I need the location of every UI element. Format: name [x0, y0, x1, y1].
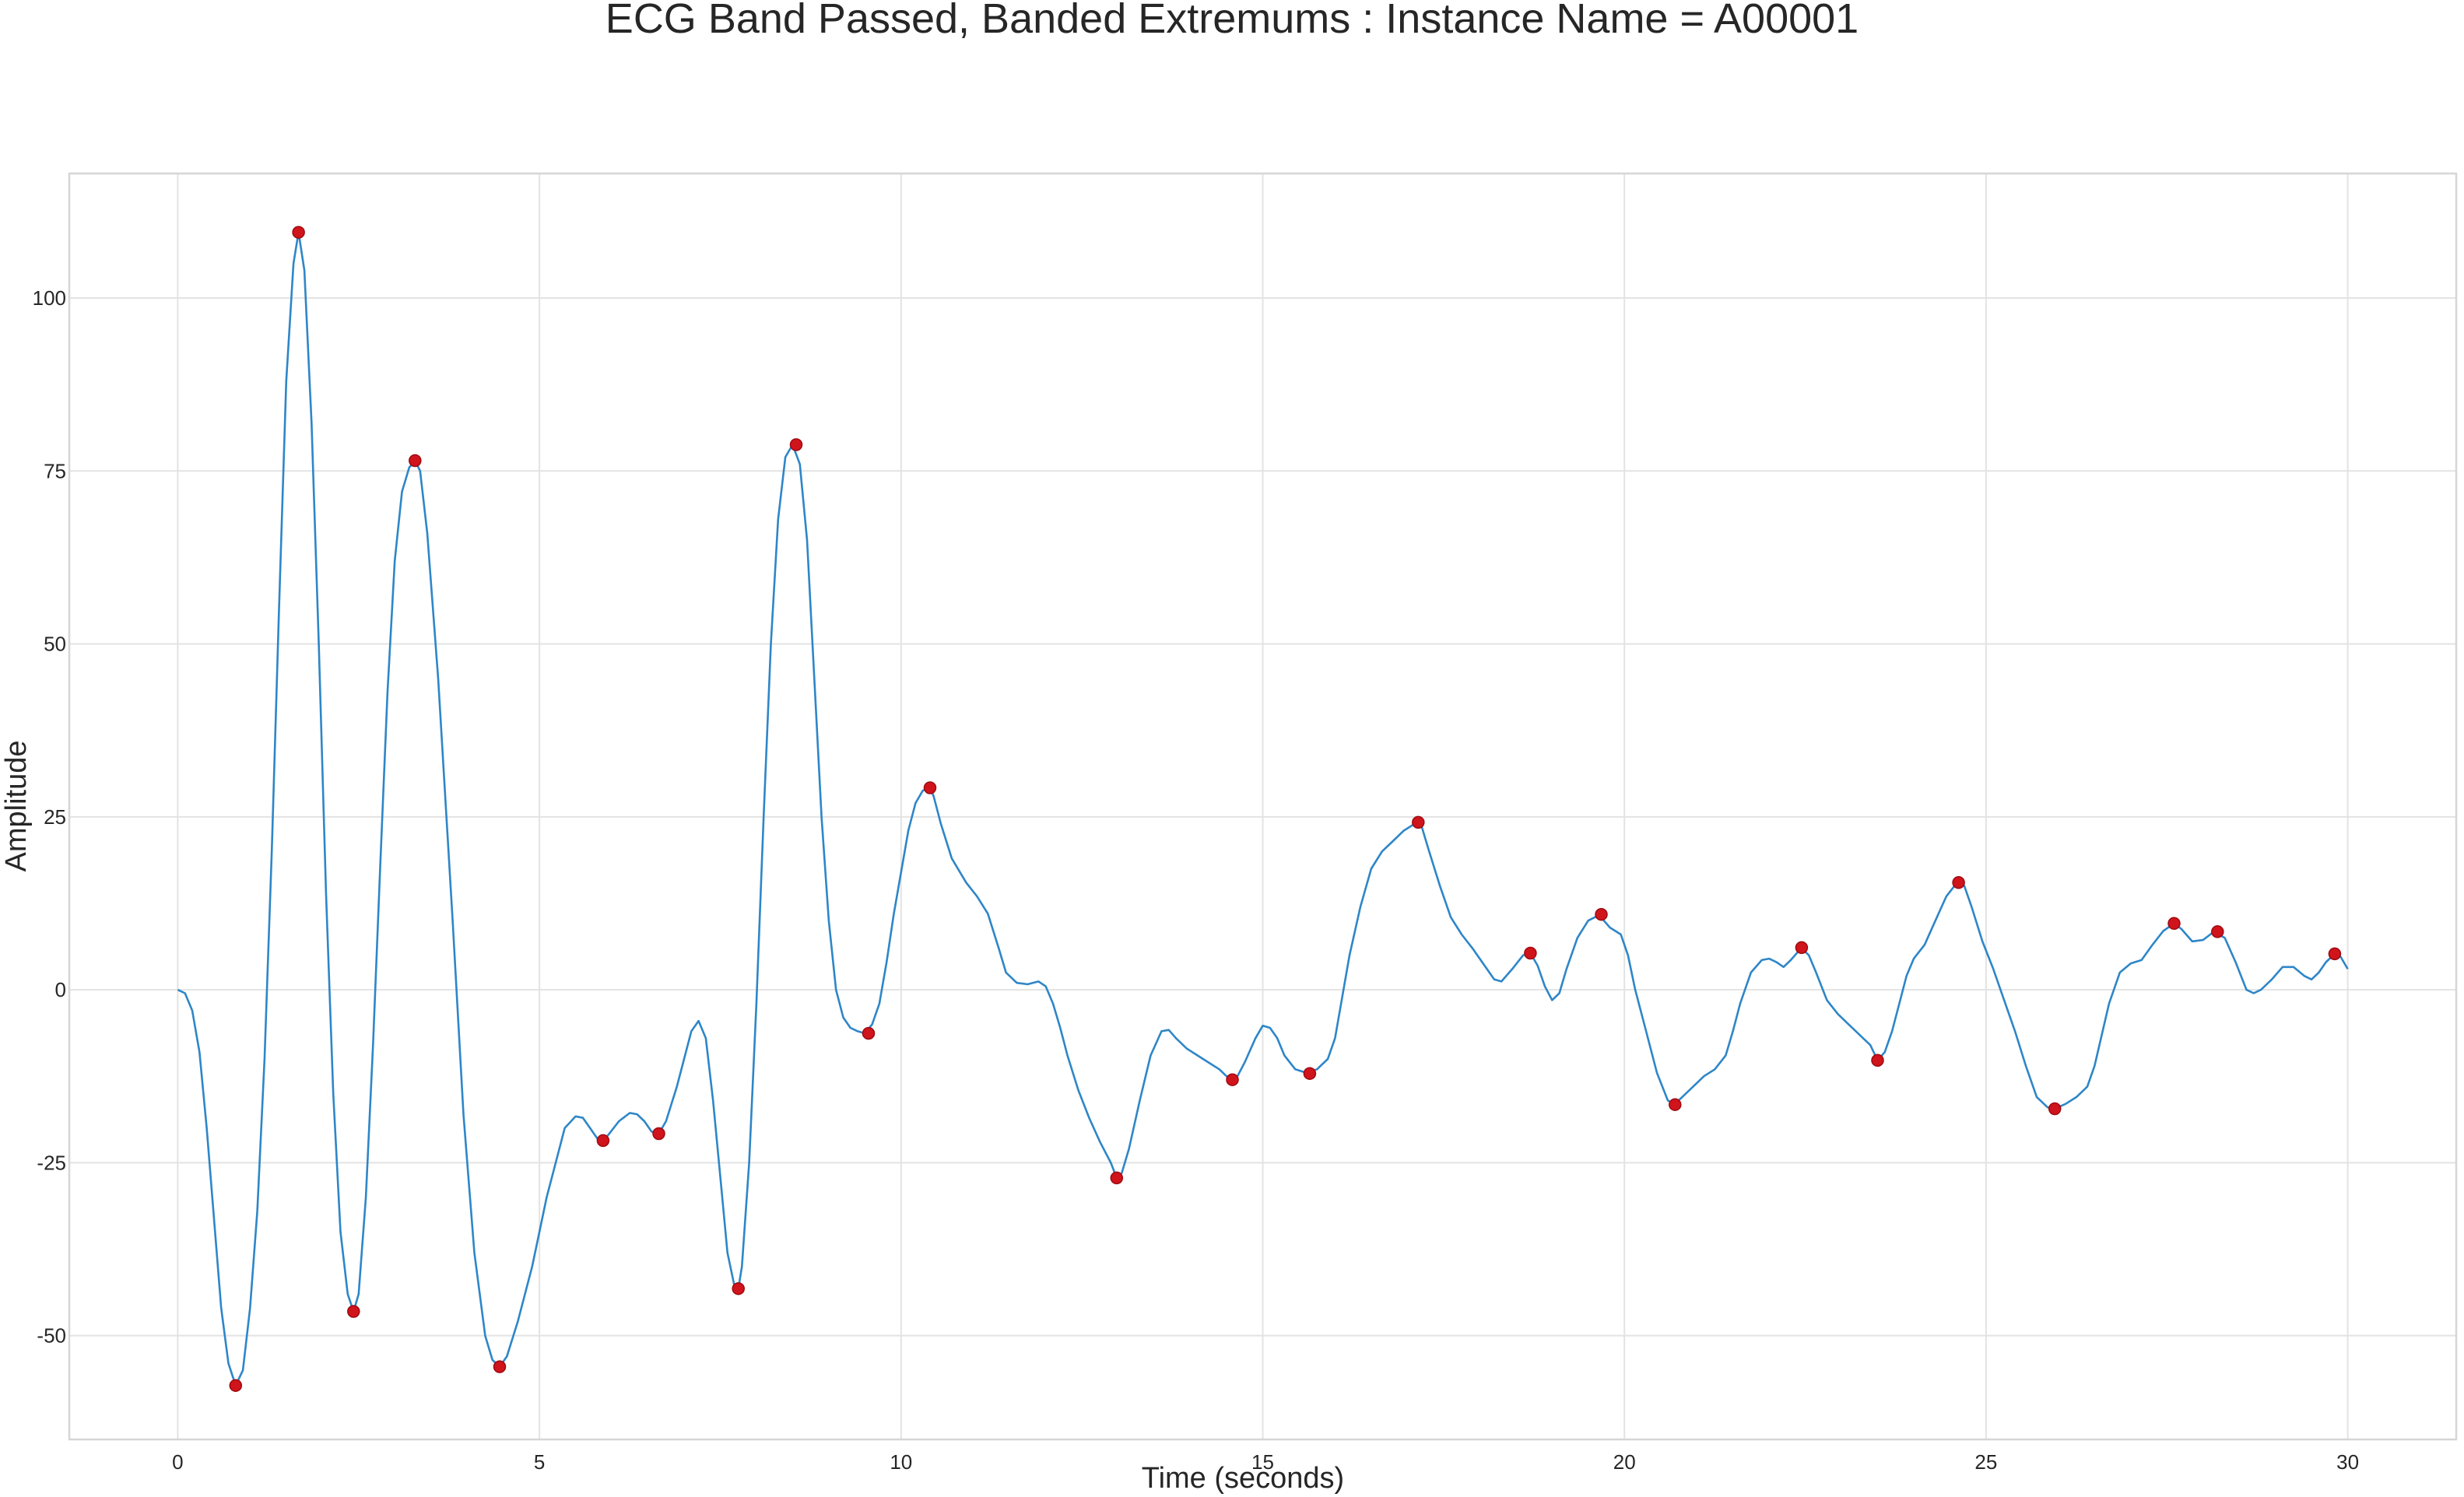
y-tick-label: -50: [37, 1324, 66, 1348]
extremum-marker: [2167, 917, 2181, 931]
x-tick-label: 25: [1974, 1450, 1997, 1474]
extremum-marker: [732, 1281, 745, 1295]
y-tick-label: 50: [44, 633, 66, 656]
extremum-marker: [1952, 876, 1965, 889]
x-tick-label: 10: [890, 1450, 912, 1474]
extremum-marker: [923, 781, 937, 794]
extremum-marker: [789, 438, 803, 451]
y-tick-label: 0: [55, 978, 66, 1001]
extremum-marker: [1669, 1098, 1682, 1111]
extremum-markers: [229, 226, 2342, 1392]
y-tick-label: 25: [44, 805, 66, 829]
extremum-marker: [652, 1127, 665, 1141]
x-tick-label: 5: [534, 1450, 545, 1474]
extremum-marker: [409, 454, 422, 468]
extremum-marker: [1524, 946, 1537, 960]
extremum-marker: [1110, 1171, 1124, 1185]
grid: [69, 174, 2456, 1439]
extremum-marker: [229, 1379, 243, 1392]
extremum-marker: [347, 1305, 360, 1318]
extremum-marker: [2048, 1102, 2062, 1116]
x-axis-label: Time (seconds): [1142, 1462, 1344, 1495]
y-axis-ticks: -50 -25 0 25 50 75 100: [33, 286, 66, 1348]
extremum-marker: [1226, 1073, 1239, 1086]
extremum-marker: [1871, 1054, 1884, 1068]
x-tick-label: 30: [2336, 1450, 2359, 1474]
extremum-marker: [2328, 947, 2342, 961]
extremum-marker: [596, 1134, 610, 1148]
x-tick-label: 0: [172, 1450, 183, 1474]
y-tick-label: 100: [33, 286, 66, 310]
extremum-marker: [292, 226, 305, 239]
x-axis-ticks: 0 5 10 15 20 25 30: [172, 1450, 2359, 1474]
extremum-marker: [862, 1026, 876, 1040]
extremum-marker: [1595, 907, 1608, 921]
extremum-marker: [2211, 925, 2224, 938]
x-tick-label: 15: [1251, 1450, 1274, 1474]
y-axis-label: Amplitude: [0, 741, 33, 872]
plot-area-frame: [68, 172, 2458, 1441]
extremum-marker: [493, 1360, 507, 1373]
y-tick-label: -25: [37, 1151, 66, 1174]
extremum-marker: [1412, 815, 1425, 829]
x-tick-label: 20: [1613, 1450, 1636, 1474]
extremum-marker: [1795, 941, 1809, 955]
chart-title: ECG Band Passed, Banded Extremums : Inst…: [605, 0, 1859, 42]
extremum-marker: [1303, 1067, 1317, 1080]
y-tick-label: 75: [44, 459, 66, 482]
